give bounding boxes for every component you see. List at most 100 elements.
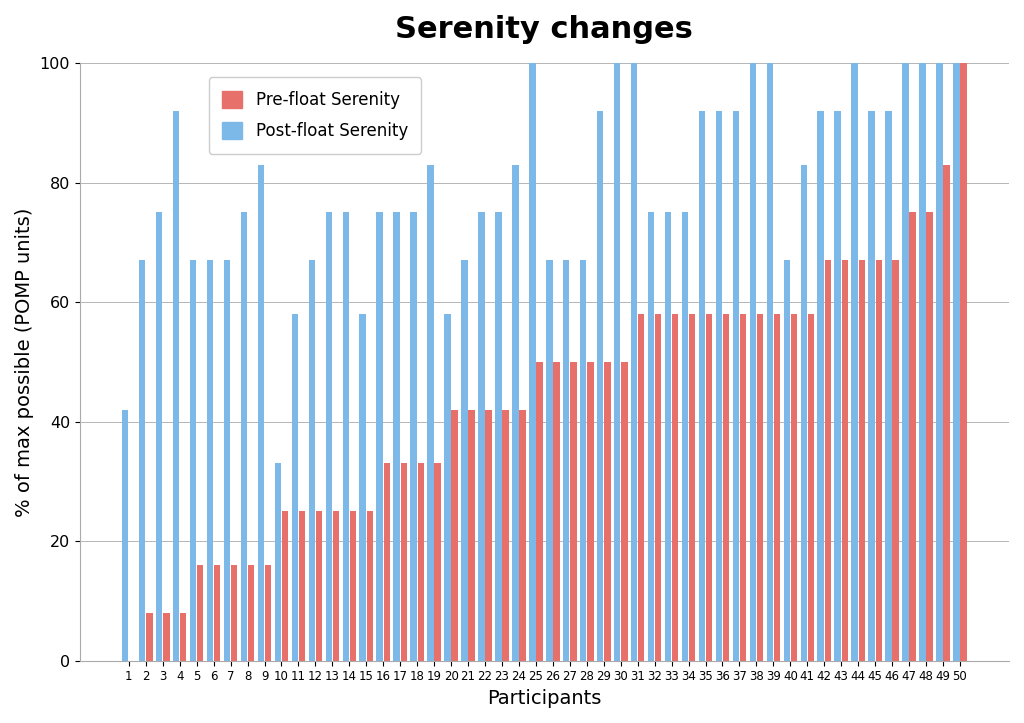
Bar bbox=[468, 410, 475, 661]
Bar bbox=[315, 511, 323, 661]
Bar bbox=[529, 63, 536, 661]
Bar bbox=[757, 314, 763, 661]
Bar bbox=[750, 63, 756, 661]
Bar bbox=[953, 63, 959, 661]
Legend: Pre-float Serenity, Post-float Serenity: Pre-float Serenity, Post-float Serenity bbox=[209, 77, 421, 154]
Bar bbox=[537, 362, 543, 661]
Bar bbox=[936, 63, 943, 661]
Bar bbox=[783, 260, 790, 661]
Bar bbox=[902, 63, 908, 661]
Bar bbox=[842, 260, 848, 661]
Bar bbox=[343, 213, 349, 661]
Bar bbox=[265, 565, 271, 661]
Bar bbox=[326, 213, 332, 661]
Bar bbox=[733, 111, 739, 661]
Bar bbox=[519, 410, 525, 661]
Bar bbox=[570, 362, 577, 661]
Bar bbox=[434, 463, 441, 661]
Bar bbox=[665, 213, 672, 661]
Bar bbox=[698, 111, 706, 661]
Bar bbox=[648, 213, 654, 661]
Bar bbox=[920, 63, 926, 661]
Bar bbox=[553, 362, 560, 661]
Bar bbox=[961, 63, 967, 661]
Bar bbox=[858, 260, 865, 661]
Bar bbox=[682, 213, 688, 661]
Bar bbox=[461, 260, 468, 661]
Bar bbox=[214, 565, 220, 661]
Bar bbox=[604, 362, 610, 661]
Bar bbox=[197, 565, 204, 661]
Bar bbox=[808, 314, 814, 661]
Bar bbox=[241, 213, 247, 661]
Bar bbox=[393, 213, 399, 661]
Bar bbox=[791, 314, 797, 661]
Bar bbox=[400, 463, 407, 661]
Bar bbox=[156, 213, 163, 661]
Bar bbox=[180, 613, 186, 661]
Bar bbox=[258, 165, 264, 661]
Bar bbox=[886, 111, 892, 661]
Bar bbox=[349, 511, 356, 661]
Bar bbox=[282, 511, 288, 661]
Bar bbox=[614, 63, 621, 661]
Bar bbox=[927, 213, 933, 661]
Title: Serenity changes: Serenity changes bbox=[395, 15, 693, 44]
Bar bbox=[689, 314, 695, 661]
Bar bbox=[146, 613, 153, 661]
Bar bbox=[835, 111, 841, 661]
Bar bbox=[824, 260, 831, 661]
Bar bbox=[503, 410, 509, 661]
Bar bbox=[580, 260, 587, 661]
Bar bbox=[333, 511, 339, 661]
X-axis label: Participants: Participants bbox=[487, 689, 601, 708]
Bar bbox=[452, 410, 458, 661]
Bar bbox=[418, 463, 424, 661]
Bar bbox=[909, 213, 915, 661]
Bar bbox=[706, 314, 713, 661]
Bar bbox=[367, 511, 373, 661]
Bar bbox=[622, 362, 628, 661]
Bar bbox=[444, 314, 451, 661]
Bar bbox=[801, 165, 807, 661]
Bar bbox=[384, 463, 390, 661]
Bar bbox=[224, 260, 230, 661]
Y-axis label: % of max possible (POMP units): % of max possible (POMP units) bbox=[15, 208, 34, 516]
Bar bbox=[655, 314, 662, 661]
Bar bbox=[359, 314, 366, 661]
Bar bbox=[631, 63, 637, 661]
Bar bbox=[597, 111, 603, 661]
Bar bbox=[716, 111, 722, 661]
Bar bbox=[292, 314, 298, 661]
Bar bbox=[485, 410, 492, 661]
Bar bbox=[299, 511, 305, 661]
Bar bbox=[868, 111, 874, 661]
Bar bbox=[231, 565, 238, 661]
Bar bbox=[563, 260, 569, 661]
Bar bbox=[478, 213, 484, 661]
Bar bbox=[308, 260, 315, 661]
Bar bbox=[189, 260, 197, 661]
Bar bbox=[817, 111, 824, 661]
Bar bbox=[851, 63, 858, 661]
Bar bbox=[173, 111, 179, 661]
Bar bbox=[248, 565, 254, 661]
Bar bbox=[739, 314, 746, 661]
Bar bbox=[587, 362, 594, 661]
Bar bbox=[411, 213, 417, 661]
Bar bbox=[876, 260, 882, 661]
Bar bbox=[377, 213, 383, 661]
Bar bbox=[163, 613, 170, 661]
Bar bbox=[427, 165, 434, 661]
Bar bbox=[672, 314, 678, 661]
Bar bbox=[638, 314, 644, 661]
Bar bbox=[767, 63, 773, 661]
Bar bbox=[496, 213, 502, 661]
Bar bbox=[274, 463, 282, 661]
Bar bbox=[512, 165, 518, 661]
Bar bbox=[774, 314, 780, 661]
Bar bbox=[893, 260, 899, 661]
Bar bbox=[943, 165, 950, 661]
Bar bbox=[122, 410, 128, 661]
Bar bbox=[723, 314, 729, 661]
